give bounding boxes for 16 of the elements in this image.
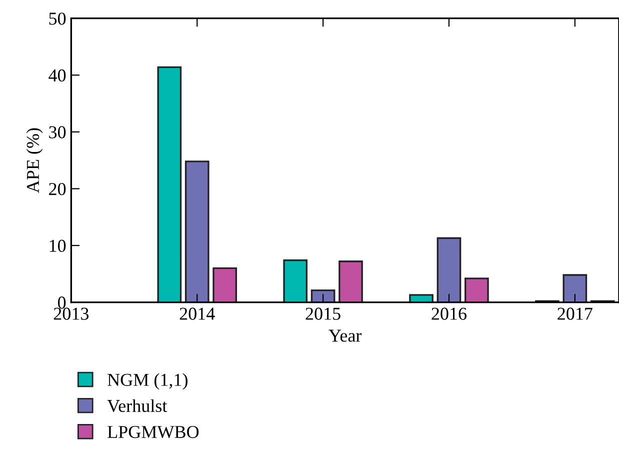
y-tick-label: 20	[49, 182, 66, 196]
x-tick-label: 2015	[306, 308, 340, 320]
legend-label: LPGMWBO	[108, 426, 199, 438]
legend-label: NGM (1,1)	[108, 373, 188, 390]
y-axis-title: APE (%)	[26, 128, 43, 193]
legend-label: Verhulst	[107, 399, 168, 412]
x-axis-title: Year	[328, 330, 362, 342]
x-tick-label: 2014	[180, 308, 215, 320]
y-tick-label: 40	[48, 69, 66, 82]
y-tick-label: 10	[50, 240, 66, 252]
y-tick-label: 0	[58, 296, 66, 309]
y-tick-label: 30	[49, 126, 66, 138]
x-tick-label: 2017	[558, 308, 592, 320]
x-tick-label: 2013	[54, 308, 89, 320]
y-tick-label: 50	[49, 12, 66, 25]
x-tick-label: 2016	[432, 308, 467, 320]
